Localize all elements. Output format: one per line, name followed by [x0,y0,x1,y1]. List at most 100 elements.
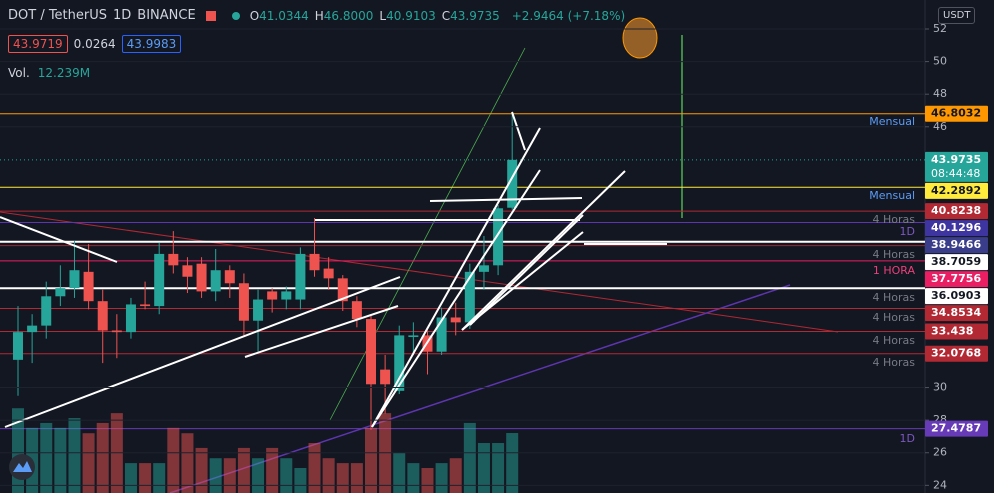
annotation: 1D [900,225,915,238]
ohlc-key: C [441,8,451,23]
volume-bar [294,468,307,493]
price-label: 42.2892 [931,184,981,197]
price-label: 27.4787 [931,422,981,435]
ohlc-value: 41.0344 [259,8,309,23]
drawings [0,0,926,493]
price-label: 40.1296 [931,221,981,234]
volume-bar [463,422,476,493]
trend-line [371,169,541,428]
price-label: 33.438 [931,325,973,338]
status-dot [231,11,240,20]
volume-label: Vol. [8,66,30,80]
y-tick-label: 48 [933,87,947,100]
volume-bar [139,463,152,493]
trend-line [511,111,526,151]
ohlc-value: 40.9103 [386,8,436,23]
price-label-bg [925,254,988,271]
logo-mark [13,461,32,472]
ohlc-key: O [249,8,260,23]
volume-bar [435,463,448,493]
volume-bar [407,463,420,493]
candle-body [125,304,136,333]
volume-bar [393,452,406,493]
y-tick-label: 26 [933,446,947,459]
volume-bar [506,433,519,493]
header: DOT / TetherUS 1D BINANCE O41.0344 H46.80… [8,8,625,23]
volume-bar [195,447,208,493]
candle-body [436,317,447,352]
volume-bar [350,463,363,493]
volume-bar [421,468,434,493]
ohlc-key: H [314,8,324,23]
price-label-bg [925,220,988,237]
price-label-bg [925,271,988,288]
trend-line [4,276,401,428]
interval[interactable]: 1D [113,8,132,23]
trend-line [329,47,526,421]
y-tick-label: 24 [933,478,947,491]
candle-body [309,253,320,271]
candle-body [69,270,80,289]
symbol[interactable]: DOT / TetherUS [8,8,108,23]
volume-bar [223,458,236,493]
volume-bar [492,443,505,493]
candle-body [140,304,151,307]
candle-body [224,270,235,284]
ohlc-key: L [379,8,387,23]
volume-bar [54,427,67,493]
candle-body [154,253,165,307]
candle-body [281,291,292,300]
candle-body [27,325,38,333]
annotation: 4 Horas [873,356,916,369]
y-tick-label: 50 [933,55,947,68]
annotation: 1D [900,432,915,445]
bid[interactable]: 43.9719 [8,35,68,53]
exchange: BINANCE [137,8,196,23]
trend-line [461,170,626,331]
candle-body [168,253,179,266]
volume-bar [40,422,53,493]
price-label: 46.8032 [931,107,981,120]
volume-bar [209,458,222,493]
price-label: 32.0768 [931,347,981,360]
y-tick-label: 46 [933,120,947,133]
trend-line [371,127,541,428]
trend-line [429,197,583,202]
candle-body [351,301,362,320]
levels [0,113,925,430]
candle-body [13,332,23,360]
ohlc: O41.0344 H46.8000 L40.9103 C43.9735 [250,9,506,23]
volume-bar [308,443,321,493]
ohlc-value: 46.8000 [323,8,374,23]
volume-bar [237,447,250,493]
price-label: 36.0903 [931,289,981,302]
candle-body [182,265,193,277]
bid-ask: 43.9719 0.0264 43.9983 [8,35,182,53]
white-drawings [0,111,667,428]
candle-body [41,296,52,326]
volume-value: 12.239M [37,66,91,80]
price-label-bg [925,151,988,182]
change: +2.9464 (+7.18%) [511,8,626,23]
candle-body [478,265,489,272]
candle-body [210,270,221,292]
trend-line [0,216,118,263]
candle-body [394,335,405,391]
volume-bar [82,433,95,493]
ask[interactable]: 43.9983 [121,35,182,53]
volume-bar [96,422,109,493]
annotation: 4 Horas [873,311,916,324]
countdown: 08:44:48 [931,167,980,180]
currency[interactable]: USDT [938,7,976,24]
ohlc-value: 43.9735 [450,8,500,23]
volume-bar [477,443,490,493]
candle-body [493,208,504,266]
volume-bar [181,433,194,493]
price-label: 38.9466 [931,238,981,251]
flag[interactable] [205,10,216,21]
price-label-bg [925,105,988,122]
candles [13,113,518,430]
candle-body [507,159,518,208]
